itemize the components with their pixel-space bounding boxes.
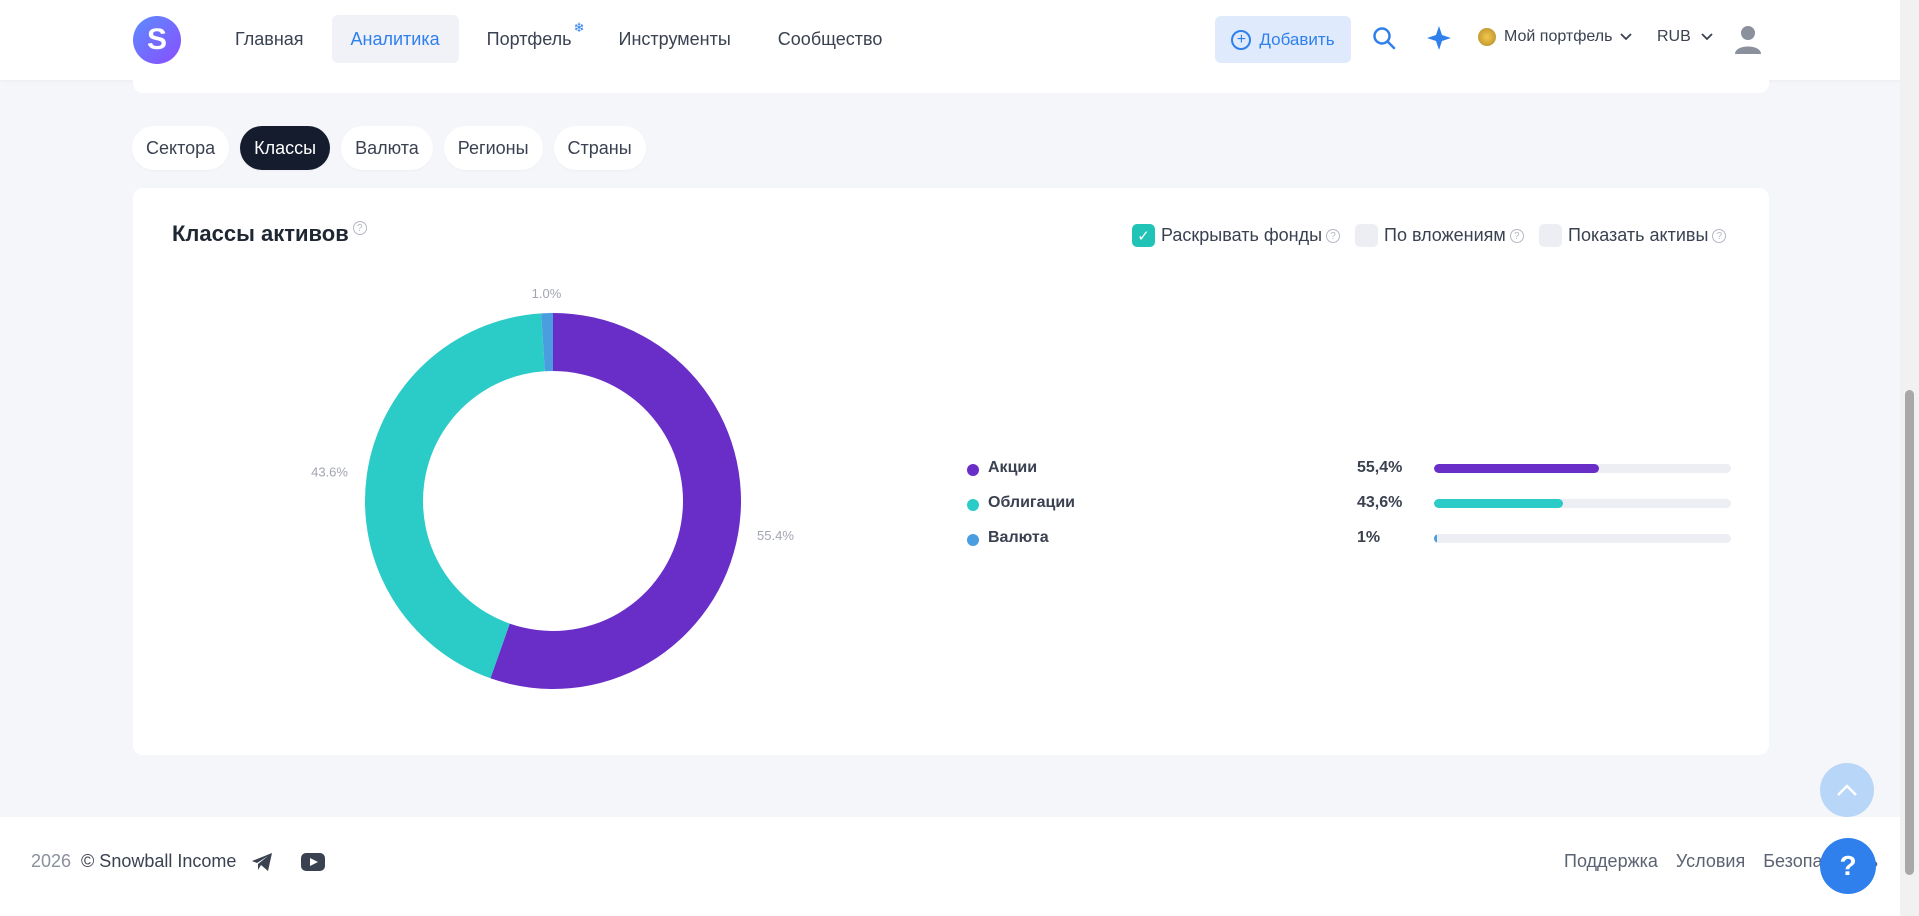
- chevron-up-icon: [1837, 784, 1857, 796]
- user-avatar-icon[interactable]: [1733, 24, 1763, 54]
- checkbox-icon[interactable]: [1355, 224, 1378, 247]
- logo[interactable]: S: [133, 16, 181, 64]
- donut-chart: 55.4% 43.6% 1.0%: [311, 286, 794, 689]
- legend-value: 1%: [1357, 529, 1381, 546]
- scrollbar-thumb[interactable]: [1905, 390, 1914, 875]
- telegram-icon[interactable]: [251, 852, 273, 872]
- legend-name: Валюта: [988, 529, 1049, 546]
- legend-progress-bar: [1434, 464, 1731, 473]
- checkbox-icon[interactable]: [1539, 224, 1562, 247]
- nav-label: Сообщество: [777, 28, 883, 49]
- legend-value: 43,6%: [1357, 494, 1403, 511]
- legend-progress-fill: [1434, 534, 1437, 543]
- main-nav: Главная Аналитика Портфель ❄ Инструменты …: [216, 15, 910, 63]
- currency-select[interactable]: RUB: [1657, 28, 1713, 46]
- legend-name: Облигации: [988, 494, 1075, 511]
- portfolio-select[interactable]: Мой портфель: [1478, 28, 1633, 46]
- nav-home[interactable]: Главная: [216, 15, 323, 63]
- slice-label: 1.0%: [532, 286, 562, 301]
- legend-row[interactable]: Акции 55,4%: [967, 458, 1757, 493]
- tab-regions[interactable]: Регионы: [443, 126, 543, 170]
- legend-dot: [967, 499, 979, 511]
- tab-classes[interactable]: Классы: [240, 126, 331, 170]
- add-button[interactable]: + Добавить: [1215, 16, 1351, 63]
- option-label: Показать активы: [1568, 225, 1709, 245]
- page-scrollbar[interactable]: [1900, 0, 1919, 916]
- nav-label: Портфель: [486, 28, 572, 49]
- legend-row[interactable]: Валюта 1%: [967, 528, 1757, 563]
- legend-value: 55,4%: [1357, 459, 1403, 476]
- checkbox-checked-icon[interactable]: ✓: [1132, 224, 1155, 247]
- help-icon[interactable]: ?: [1509, 228, 1524, 243]
- option-by-investments[interactable]: По вложениям?: [1355, 224, 1524, 247]
- copyright-text: © Snowball Income: [81, 851, 237, 871]
- option-label: Раскрывать фонды: [1161, 225, 1323, 245]
- donut-slice[interactable]: [490, 313, 741, 689]
- tab-sectors[interactable]: Сектора: [132, 126, 230, 170]
- analytics-tabs: Сектора Классы Валюта Регионы Страны: [132, 126, 646, 170]
- nav-tools[interactable]: Инструменты: [600, 15, 750, 63]
- slice-label: 43.6%: [311, 464, 348, 479]
- card-title-text: Классы активов: [172, 221, 349, 246]
- search-icon[interactable]: [1372, 26, 1396, 50]
- legend-progress-bar: [1434, 499, 1731, 508]
- card-title: Классы активов?: [172, 221, 367, 247]
- nav-label: Инструменты: [618, 28, 731, 49]
- portfolio-label: Мой портфель: [1504, 28, 1613, 45]
- help-icon[interactable]: ?: [352, 221, 367, 235]
- legend-progress-bar: [1434, 534, 1731, 543]
- legend-progress-fill: [1434, 499, 1564, 508]
- legend-name: Акции: [988, 459, 1038, 476]
- option-expand-funds[interactable]: ✓ Раскрывать фонды?: [1132, 224, 1341, 247]
- legend-progress-fill: [1434, 464, 1599, 473]
- option-label: По вложениям: [1384, 225, 1506, 245]
- footer-link-support[interactable]: Поддержка: [1564, 851, 1658, 871]
- ai-star-icon[interactable]: [1425, 24, 1453, 52]
- scroll-to-top-button[interactable]: [1820, 763, 1874, 817]
- asset-classes-card: Классы активов? ✓ Раскрывать фонды? По в…: [133, 188, 1769, 755]
- tab-countries[interactable]: Страны: [553, 126, 646, 170]
- footer: 2026 © Snowball Income Поддержка Условия …: [0, 817, 1900, 916]
- footer-year: 2026: [31, 851, 72, 871]
- nav-community[interactable]: Сообщество: [759, 15, 902, 63]
- nav-label: Аналитика: [350, 28, 440, 49]
- nav-analytics[interactable]: Аналитика: [331, 15, 459, 63]
- legend-dot: [967, 534, 979, 546]
- copyright: 2026 © Snowball Income: [31, 851, 236, 872]
- help-button[interactable]: ?: [1820, 838, 1876, 894]
- chevron-down-icon: [1620, 33, 1633, 41]
- currency-label: RUB: [1657, 28, 1691, 45]
- legend-dot: [967, 464, 979, 476]
- top-card: [133, 70, 1769, 93]
- option-show-assets[interactable]: Показать активы?: [1539, 224, 1727, 247]
- donut-slice[interactable]: [541, 313, 553, 372]
- donut-slice[interactable]: [364, 313, 545, 679]
- portfolio-emblem-icon: [1478, 28, 1496, 46]
- header: S Главная Аналитика Портфель ❄ Инструмент…: [0, 0, 1900, 80]
- add-button-label: Добавить: [1259, 29, 1335, 49]
- slice-label: 55.4%: [757, 528, 794, 543]
- legend-row[interactable]: Облигации 43,6%: [967, 493, 1757, 528]
- snowflake-icon: ❄: [573, 20, 585, 35]
- tab-currency[interactable]: Валюта: [341, 126, 433, 170]
- plus-icon: +: [1231, 29, 1252, 50]
- youtube-icon[interactable]: [301, 852, 325, 872]
- footer-link-terms[interactable]: Условия: [1675, 851, 1746, 871]
- nav-label: Главная: [235, 28, 304, 49]
- chart-legend: Акции 55,4% Облигации 43,6% Валюта 1%: [967, 458, 1757, 563]
- nav-portfolio[interactable]: Портфель ❄: [468, 15, 591, 63]
- help-icon[interactable]: ?: [1326, 228, 1341, 243]
- help-icon[interactable]: ?: [1712, 228, 1727, 243]
- chevron-down-icon: [1701, 33, 1713, 41]
